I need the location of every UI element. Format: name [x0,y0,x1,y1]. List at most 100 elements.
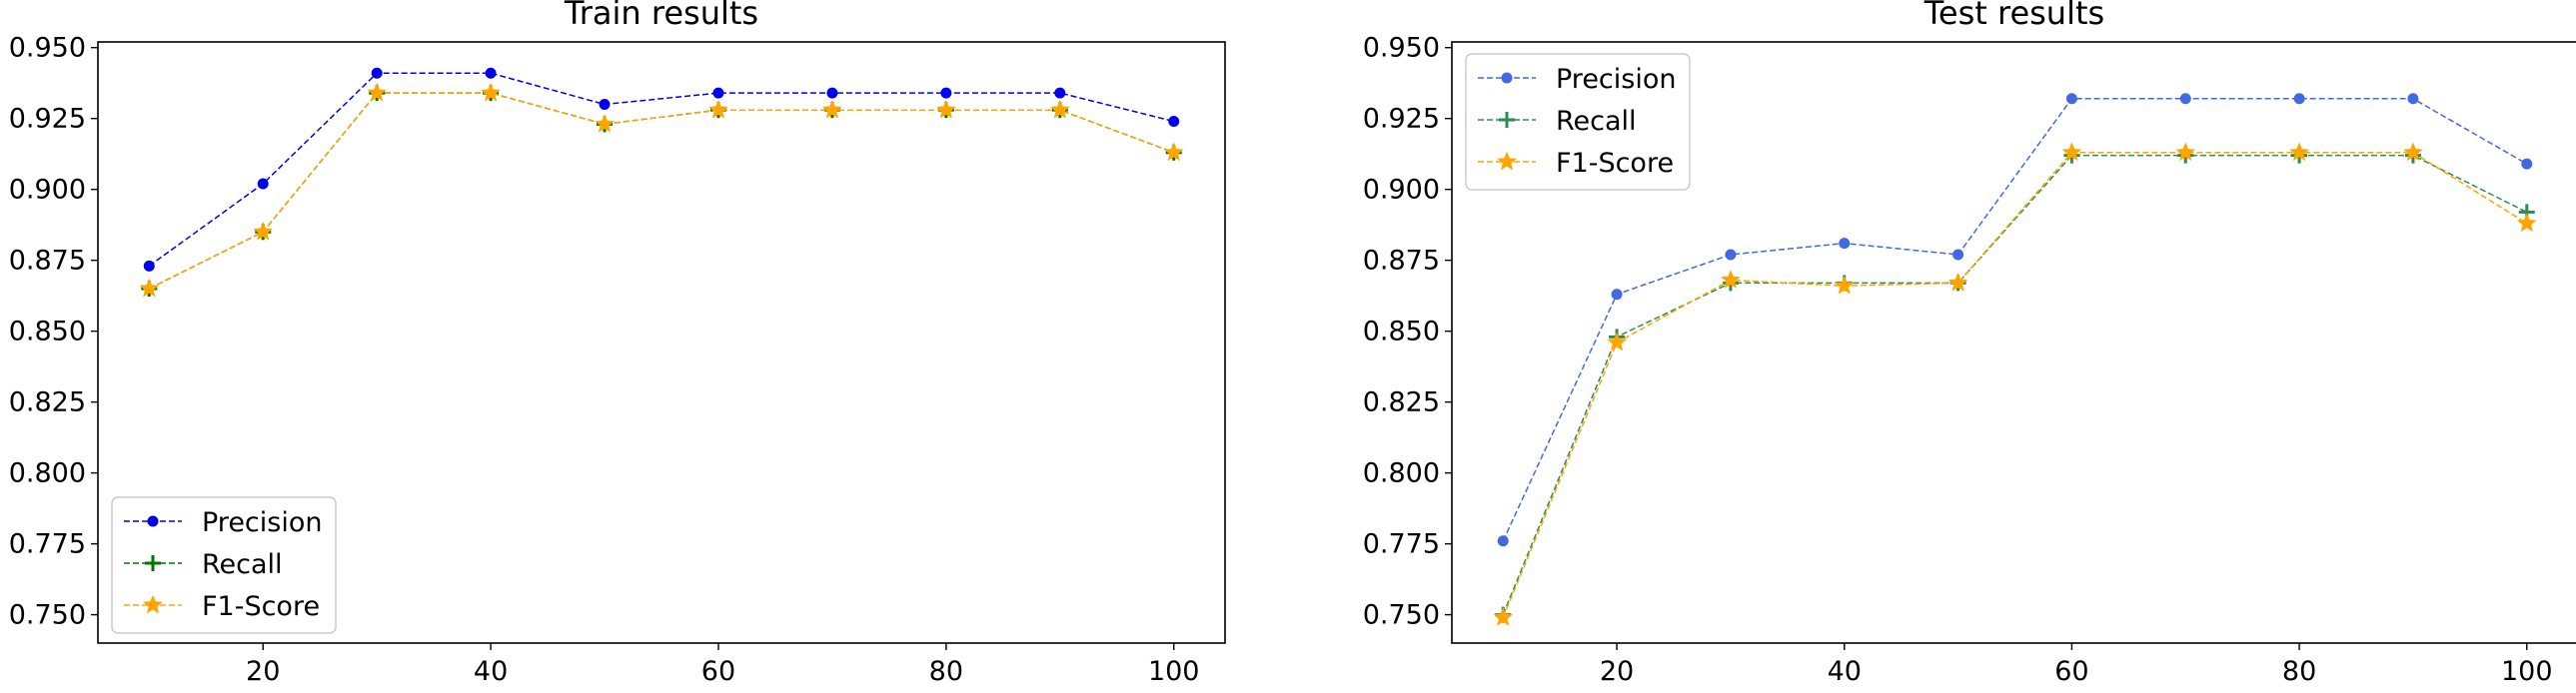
precision-point [2065,93,2077,105]
precision-point [257,178,269,190]
precision-point [1611,289,1623,301]
precision-point [1952,249,1964,261]
x-tick-label: 80 [929,656,963,687]
precision-point [2521,158,2533,170]
y-tick-label: 0.775 [9,529,86,560]
x-tick-label: 40 [1828,656,1862,687]
f1-score-point [1721,270,1741,289]
legend-precision-marker [147,515,159,527]
precision-point [2293,93,2305,105]
f1-score-point [481,82,501,102]
x-tick-label: 100 [1148,656,1200,687]
legend: Precision Recall F1-Score [111,496,337,634]
f1-score-point [1607,332,1627,351]
y-tick-label: 0.850 [1363,317,1440,347]
y-tick-label: 0.800 [9,458,86,489]
x-tick-label: 40 [474,656,508,687]
legend-precision-label: Precision [1556,64,1676,95]
y-tick-label: 0.875 [9,246,86,277]
precision-point [485,67,497,79]
precision-point [143,260,155,272]
legend-f1-score-label: F1-Score [1556,148,1674,179]
y-tick-label: 0.950 [9,33,86,64]
x-tick-label: 60 [701,656,735,687]
y-tick-label: 0.825 [1363,387,1440,418]
plot-area-frame [1451,41,2576,644]
f1-score-point [2175,142,2196,162]
legend-precision-label: Precision [202,507,322,538]
y-tick-label: 0.775 [1363,529,1440,560]
f1-score-point [595,113,615,133]
legend-recall-marker [1499,112,1515,128]
x-tick-label: 60 [2054,656,2088,687]
f1-score-point [253,221,274,241]
plot-area-frame [97,41,1226,644]
y-tick-label: 0.800 [1363,458,1440,489]
y-tick-label: 0.825 [9,387,86,418]
y-tick-label: 0.750 [1363,600,1440,631]
test-results-panel: Test results 0.750 0.775 0.800 0.825 0.850 0.… [1363,0,2576,687]
precision-point [712,87,724,99]
f1-score-series [1493,142,2537,626]
f1-score-series [139,82,1184,298]
f1-score-point [936,99,956,119]
precision-point [599,98,611,110]
f1-score-point [1834,275,1855,295]
precision-line [1502,98,2528,542]
precision-point [2179,93,2191,105]
f1-score-point [1493,607,1514,626]
f1-score-line [1502,151,2528,618]
f1-score-point [1947,273,1968,292]
f1-score-point [1163,142,1184,162]
f1-score-point [2516,213,2537,233]
f1-score-point [2289,142,2309,162]
recall-line [1502,154,2528,615]
f1-score-point [367,82,387,102]
precision-point [940,87,952,99]
precision-point [826,87,838,99]
x-tick-label: 20 [1600,656,1634,687]
precision-series [1497,93,2533,547]
y-tick-label: 0.950 [1363,33,1440,64]
legend-recall-marker [145,555,161,571]
y-tick-label: 0.925 [1363,104,1440,135]
x-tick-label: 20 [246,656,280,687]
y-tick-label: 0.900 [1363,175,1440,206]
f1-score-point [1049,99,1070,119]
y-tick-label: 0.925 [9,104,86,135]
y-tick-label: 0.900 [9,175,86,206]
f1-score-point [139,278,160,298]
recall-line [148,92,1174,290]
precision-point [2407,93,2419,105]
precision-point [1054,87,1066,99]
legend-box [111,496,337,634]
train-results-panel: Train results 0.750 0.775 0.800 0.825 0.850 0… [9,0,1226,687]
f1-score-point [708,99,728,119]
f1-score-point [2403,142,2423,162]
f1-score-line [148,92,1174,290]
legend-recall-label: Recall [202,549,283,580]
legend-precision-marker [1501,72,1513,84]
y-tick-label: 0.750 [9,600,86,631]
precision-point [1168,116,1180,128]
y-tick-label: 0.850 [9,317,86,347]
legend-recall-label: Recall [1556,106,1637,137]
precision-point [371,67,383,79]
x-tick-label: 80 [2282,656,2316,687]
precision-line [148,72,1174,267]
legend: Precision Recall F1-Score [1465,53,1691,191]
precision-point [1497,535,1509,547]
f1-score-point [2061,142,2082,162]
test-chart-title: Test results [1924,0,2104,32]
precision-point [1725,249,1737,261]
y-tick-label: 0.875 [1363,246,1440,277]
legend-f1-score-marker [1497,151,1517,171]
train-chart-title: Train results [564,0,758,32]
legend-f1-score-marker [143,594,163,614]
precision-point [1839,238,1851,250]
legend-box [1465,53,1691,191]
f1-score-point [822,99,842,119]
legend-f1-score-label: F1-Score [202,591,320,622]
precision-series [143,67,1180,272]
